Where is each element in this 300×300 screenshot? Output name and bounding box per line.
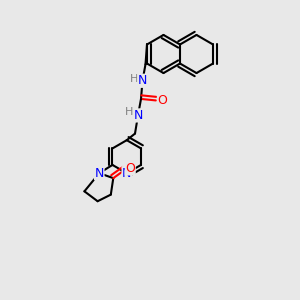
- Text: H: H: [130, 74, 138, 84]
- Text: N: N: [133, 109, 143, 122]
- Text: H: H: [125, 107, 133, 117]
- Text: N: N: [122, 167, 131, 180]
- Text: O: O: [158, 94, 167, 107]
- Text: N: N: [94, 167, 104, 180]
- Text: N: N: [138, 74, 147, 87]
- Text: O: O: [125, 162, 135, 175]
